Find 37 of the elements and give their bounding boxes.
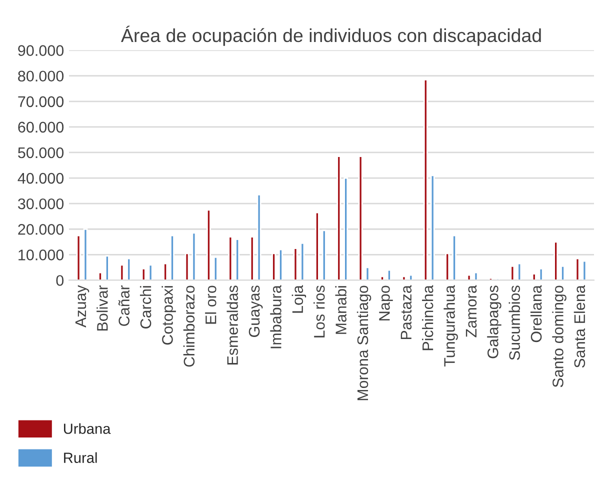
x-tick-label: El oro	[205, 286, 216, 324]
x-tick-label: Morona Santiago	[356, 286, 372, 400]
x-tick-label: Pichincha	[422, 285, 434, 350]
x-tick-label: Galapagos	[487, 286, 502, 358]
x-tick-label: Los rios	[314, 286, 325, 338]
x-tick-label: Zamora	[466, 285, 477, 338]
y-tick-label: 50.000	[18, 147, 64, 158]
chart-title: Área de ocupación de individuos con discapacidad	[120, 26, 541, 46]
legend-label: Rural	[64, 452, 97, 463]
x-tick-label: Esmeraldas	[226, 286, 238, 364]
x-tick-label: Imbabura	[270, 285, 282, 348]
y-tick-label: 80.000	[18, 70, 64, 82]
y-tick-label: 70.000	[18, 96, 64, 108]
x-tick-label: Pastaza	[400, 285, 412, 340]
y-tick-label: 60.000	[18, 122, 64, 133]
x-tick-label: Bolivar	[96, 285, 108, 331]
x-tick-label: Cañar	[118, 285, 130, 326]
x-tick-label: Guayas	[248, 286, 263, 337]
y-tick-label: 40.000	[18, 172, 64, 184]
y-tick-label: 10.000	[18, 250, 64, 260]
x-tick-label: Cotopaxi	[162, 286, 176, 345]
x-tick-label: Manabi	[335, 286, 346, 334]
x-tick-label: Orellana	[530, 285, 542, 342]
x-tick-label: Carchi	[140, 286, 152, 328]
y-tick-label: 20.000	[18, 224, 64, 235]
x-tick-label: Tungurahua	[444, 285, 458, 367]
x-tick-label: Sucumbios	[508, 286, 520, 360]
x-tick-label: Napo	[379, 286, 393, 320]
x-tick-label: Chimborazo	[183, 286, 195, 367]
x-tick-label: Loja	[292, 285, 306, 313]
y-tick-label: 30.000	[18, 198, 64, 210]
x-tick-label: Azuay	[75, 285, 90, 328]
x-tick-label: Santo domingo	[552, 286, 566, 388]
y-tick-label: 90.000	[18, 45, 64, 56]
legend-label: Urbana	[64, 423, 111, 434]
x-tick-label: Santa Elena	[574, 285, 586, 368]
y-tick-label: 0	[56, 275, 64, 286]
